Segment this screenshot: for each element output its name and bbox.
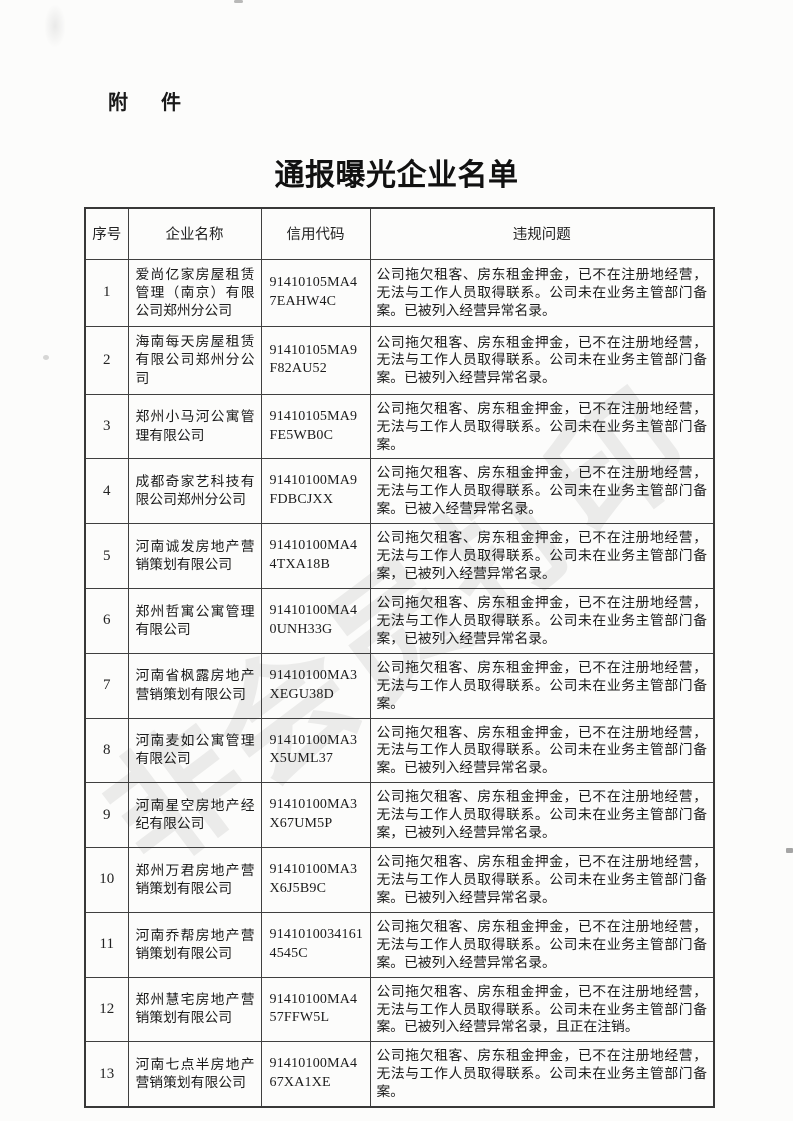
row-no: 6 [84, 588, 129, 654]
company-name: 河南诚发房地产营销策划有限公司 [127, 523, 262, 590]
scan-artifact [43, 355, 49, 360]
row-no: 13 [84, 1041, 129, 1108]
violation-text: 公司拖欠租客、房东租金押金，已不在注册地经营，无法与工作人员取得联系。公司未在业… [369, 782, 715, 849]
row-no: 3 [84, 393, 129, 460]
violation-text: 公司拖欠租客、房东租金押金，已不在注册地经营，无法与工作人员取得联系。公司未在业… [369, 847, 715, 913]
credit-code: 91410100341614545C [260, 911, 371, 978]
company-name: 爱尚亿家房屋租赁管理（南京）有限公司郑州分公司 [127, 258, 262, 328]
violation-text: 公司拖欠租客、房东租金押金，已不在注册地经营，无法与工作人员取得联系。公司未在业… [369, 652, 715, 719]
table-row: 6 郑州哲寓公寓管理有限公司 91410100MA40UNH33G 公司拖欠租客… [84, 588, 715, 654]
credit-code: 91410105MA9FE5WB0C [260, 393, 371, 460]
credit-code: 91410105MA47EAHW4C [260, 258, 371, 328]
company-name: 河南七点半房地产营销策划有限公司 [127, 1041, 262, 1108]
table-row: 8 河南麦如公寓管理有限公司 91410100MA3X5UML37 公司拖欠租客… [84, 717, 715, 784]
table-row: 5 河南诚发房地产营销策划有限公司 91410100MA44TXA18B 公司拖… [84, 523, 715, 590]
violation-text: 公司拖欠租客、房东租金押金，已不在注册地经营，无法与工作人员取得联系。公司未在业… [369, 976, 715, 1043]
table-row: 4 成都奇家艺科技有限公司郑州分公司 91410100MA9FDBCJXX 公司… [84, 458, 715, 525]
violation-text: 公司拖欠租客、房东租金押金，已不在注册地经营，无法与工作人员取得联系。公司未在业… [369, 911, 715, 978]
page-title: 通报曝光企业名单 [274, 159, 519, 192]
attachment-label: 附 件 [108, 92, 195, 114]
scan-artifact [44, 4, 66, 48]
company-name: 成都奇家艺科技有限公司郑州分公司 [127, 458, 262, 525]
row-no: 7 [84, 652, 129, 719]
table-row: 13 河南七点半房地产营销策划有限公司 91410100MA467XA1XE 公… [84, 1041, 715, 1108]
credit-code: 91410100MA3X6J5B9C [260, 847, 371, 913]
company-name: 河南省枫露房地产营销策划有限公司 [127, 652, 262, 719]
company-name: 海南每天房屋租赁有限公司郑州分公司 [127, 326, 262, 395]
scan-artifact [786, 848, 793, 853]
row-no: 12 [84, 976, 129, 1043]
credit-code: 91410100MA9FDBCJXX [260, 458, 371, 525]
row-no: 4 [84, 458, 129, 525]
company-name: 郑州哲寓公寓管理有限公司 [127, 588, 262, 654]
header-violation: 违规问题 [369, 207, 715, 260]
table-row: 9 河南星空房地产经纪有限公司 91410100MA3X67UM5P 公司拖欠租… [84, 782, 715, 849]
table-row: 11 河南乔帮房地产营销策划有限公司 91410100341614545C 公司… [84, 911, 715, 978]
credit-code: 91410100MA40UNH33G [260, 588, 371, 654]
company-name: 郑州慧宅房地产营销策划有限公司 [127, 976, 262, 1043]
row-no: 1 [84, 258, 129, 328]
header-credit-code: 信用代码 [260, 207, 371, 260]
row-no: 5 [84, 523, 129, 590]
table-row: 2 海南每天房屋租赁有限公司郑州分公司 91410105MA9F82AU52 公… [84, 326, 715, 395]
credit-code: 91410100MA457FFW5L [260, 976, 371, 1043]
table-row: 12 郑州慧宅房地产营销策划有限公司 91410100MA457FFW5L 公司… [84, 976, 715, 1043]
header-no: 序号 [84, 207, 129, 260]
violation-text: 公司拖欠租客、房东租金押金，已不在注册地经营，无法与工作人员取得联系。公司未在业… [369, 523, 715, 590]
company-name: 郑州小马河公寓管理有限公司 [127, 393, 262, 460]
header-company-name: 企业名称 [127, 207, 262, 260]
credit-code: 91410100MA3XEGU38D [260, 652, 371, 719]
row-no: 2 [84, 326, 129, 395]
violation-text: 公司拖欠租客、房东租金押金，已不在注册地经营，无法与工作人员取得联系。公司未在业… [369, 1041, 715, 1108]
company-name: 郑州万君房地产营销策划有限公司 [127, 847, 262, 913]
violation-text: 公司拖欠租客、房东租金押金，已不在注册地经营，无法与工作人员取得联系。公司未在业… [369, 717, 715, 784]
credit-code: 91410100MA3X5UML37 [260, 717, 371, 784]
scan-artifact [234, 0, 243, 3]
violation-text: 公司拖欠租客、房东租金押金，已不在注册地经营，无法与工作人员取得联系。公司未在业… [369, 326, 715, 395]
credit-code: 91410100MA467XA1XE [260, 1041, 371, 1108]
table-row: 3 郑州小马河公寓管理有限公司 91410105MA9FE5WB0C 公司拖欠租… [84, 393, 715, 460]
company-name: 河南星空房地产经纪有限公司 [127, 782, 262, 849]
row-no: 9 [84, 782, 129, 849]
violation-text: 公司拖欠租客、房东租金押金，已不在注册地经营，无法与工作人员取得联系。公司未在业… [369, 588, 715, 654]
row-no: 10 [84, 847, 129, 913]
companies-table: 序号 企业名称 信用代码 违规问题 1 爱尚亿家房屋租赁管理（南京）有限公司郑州… [84, 207, 715, 1109]
row-no: 11 [84, 911, 129, 978]
table-row: 1 爱尚亿家房屋租赁管理（南京）有限公司郑州分公司 91410105MA47EA… [84, 258, 715, 328]
company-name: 河南乔帮房地产营销策划有限公司 [127, 911, 262, 978]
table-row: 10 郑州万君房地产营销策划有限公司 91410100MA3X6J5B9C 公司… [84, 847, 715, 913]
row-no: 8 [84, 717, 129, 784]
credit-code: 91410100MA3X67UM5P [260, 782, 371, 849]
credit-code: 91410105MA9F82AU52 [260, 326, 371, 395]
table-row: 7 河南省枫露房地产营销策划有限公司 91410100MA3XEGU38D 公司… [84, 652, 715, 719]
violation-text: 公司拖欠租客、房东租金押金，已不在注册地经营，无法与工作人员取得联系。公司未在业… [369, 393, 715, 460]
violation-text: 公司拖欠租客、房东租金押金，已不在注册地经营，无法与工作人员取得联系。公司未在业… [369, 258, 715, 328]
company-name: 河南麦如公寓管理有限公司 [127, 717, 262, 784]
violation-text: 公司拖欠租客、房东租金押金，已不在注册地经营，无法与工作人员取得联系。公司未在业… [369, 458, 715, 525]
table-header-row: 序号 企业名称 信用代码 违规问题 [84, 207, 715, 260]
credit-code: 91410100MA44TXA18B [260, 523, 371, 590]
